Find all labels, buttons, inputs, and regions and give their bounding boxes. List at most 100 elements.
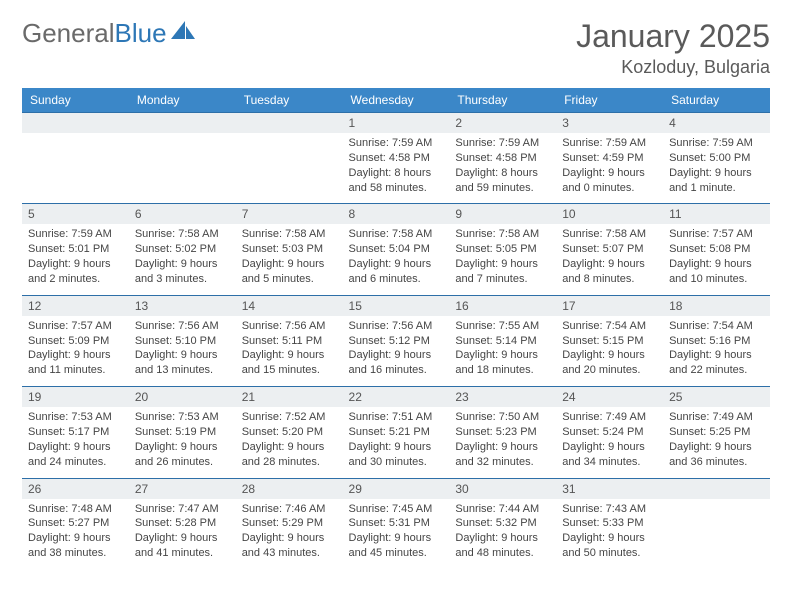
sunrise-line: Sunrise: 7:59 AM (349, 136, 444, 151)
calendar-week-row: 19Sunrise: 7:53 AMSunset: 5:17 PMDayligh… (22, 387, 770, 478)
day-data: Sunrise: 7:50 AMSunset: 5:23 PMDaylight:… (449, 407, 556, 477)
day-data: Sunrise: 7:52 AMSunset: 5:20 PMDaylight:… (236, 407, 343, 477)
daylight-line: Daylight: 9 hours and 10 minutes. (669, 257, 764, 287)
day-data: Sunrise: 7:58 AMSunset: 5:05 PMDaylight:… (449, 224, 556, 294)
day-data: Sunrise: 7:59 AMSunset: 4:59 PMDaylight:… (556, 133, 663, 203)
day-number: 14 (236, 296, 343, 316)
day-data: Sunrise: 7:59 AMSunset: 4:58 PMDaylight:… (343, 133, 450, 203)
day-data-empty (22, 133, 129, 191)
daylight-line: Daylight: 9 hours and 36 minutes. (669, 440, 764, 470)
daylight-line: Daylight: 9 hours and 43 minutes. (242, 531, 337, 561)
sunset-line: Sunset: 5:29 PM (242, 516, 337, 531)
daylight-line: Daylight: 9 hours and 1 minute. (669, 166, 764, 196)
calendar-week-row: 1Sunrise: 7:59 AMSunset: 4:58 PMDaylight… (22, 113, 770, 204)
day-data: Sunrise: 7:51 AMSunset: 5:21 PMDaylight:… (343, 407, 450, 477)
sunset-line: Sunset: 5:23 PM (455, 425, 550, 440)
calendar-cell: 23Sunrise: 7:50 AMSunset: 5:23 PMDayligh… (449, 387, 556, 478)
day-data: Sunrise: 7:55 AMSunset: 5:14 PMDaylight:… (449, 316, 556, 386)
calendar-table: SundayMondayTuesdayWednesdayThursdayFrid… (22, 88, 770, 569)
daylight-line: Daylight: 9 hours and 0 minutes. (562, 166, 657, 196)
sunrise-line: Sunrise: 7:43 AM (562, 502, 657, 517)
sunset-line: Sunset: 5:25 PM (669, 425, 764, 440)
day-data: Sunrise: 7:58 AMSunset: 5:04 PMDaylight:… (343, 224, 450, 294)
sunset-line: Sunset: 5:12 PM (349, 334, 444, 349)
day-number: 26 (22, 479, 129, 499)
sunset-line: Sunset: 5:03 PM (242, 242, 337, 257)
calendar-cell (236, 113, 343, 204)
day-number: 18 (663, 296, 770, 316)
sunset-line: Sunset: 5:04 PM (349, 242, 444, 257)
day-number: 7 (236, 204, 343, 224)
day-number: 9 (449, 204, 556, 224)
day-data: Sunrise: 7:44 AMSunset: 5:32 PMDaylight:… (449, 499, 556, 569)
day-number: 25 (663, 387, 770, 407)
sunset-line: Sunset: 5:33 PM (562, 516, 657, 531)
calendar-cell: 3Sunrise: 7:59 AMSunset: 4:59 PMDaylight… (556, 113, 663, 204)
day-data-empty (236, 133, 343, 191)
day-data: Sunrise: 7:53 AMSunset: 5:17 PMDaylight:… (22, 407, 129, 477)
calendar-cell: 2Sunrise: 7:59 AMSunset: 4:58 PMDaylight… (449, 113, 556, 204)
calendar-body: 1Sunrise: 7:59 AMSunset: 4:58 PMDaylight… (22, 113, 770, 569)
logo: GeneralBlue (22, 18, 197, 49)
daylight-line: Daylight: 9 hours and 11 minutes. (28, 348, 123, 378)
daylight-line: Daylight: 9 hours and 32 minutes. (455, 440, 550, 470)
day-data: Sunrise: 7:59 AMSunset: 4:58 PMDaylight:… (449, 133, 556, 203)
daylight-line: Daylight: 9 hours and 15 minutes. (242, 348, 337, 378)
sunrise-line: Sunrise: 7:58 AM (455, 227, 550, 242)
daylight-line: Daylight: 9 hours and 48 minutes. (455, 531, 550, 561)
sunset-line: Sunset: 5:21 PM (349, 425, 444, 440)
calendar-cell: 7Sunrise: 7:58 AMSunset: 5:03 PMDaylight… (236, 204, 343, 295)
sunset-line: Sunset: 5:11 PM (242, 334, 337, 349)
daylight-line: Daylight: 9 hours and 30 minutes. (349, 440, 444, 470)
day-number: 19 (22, 387, 129, 407)
daylight-line: Daylight: 9 hours and 13 minutes. (135, 348, 230, 378)
day-number: 10 (556, 204, 663, 224)
daylight-line: Daylight: 9 hours and 2 minutes. (28, 257, 123, 287)
sunset-line: Sunset: 4:59 PM (562, 151, 657, 166)
daylight-line: Daylight: 9 hours and 6 minutes. (349, 257, 444, 287)
calendar-cell (22, 113, 129, 204)
sunrise-line: Sunrise: 7:49 AM (562, 410, 657, 425)
day-header: Saturday (663, 88, 770, 113)
day-header: Tuesday (236, 88, 343, 113)
sunrise-line: Sunrise: 7:54 AM (562, 319, 657, 334)
sunrise-line: Sunrise: 7:50 AM (455, 410, 550, 425)
day-data: Sunrise: 7:59 AMSunset: 5:00 PMDaylight:… (663, 133, 770, 203)
day-number: 2 (449, 113, 556, 133)
sunset-line: Sunset: 5:28 PM (135, 516, 230, 531)
sunset-line: Sunset: 5:27 PM (28, 516, 123, 531)
daylight-line: Daylight: 9 hours and 45 minutes. (349, 531, 444, 561)
calendar-cell: 28Sunrise: 7:46 AMSunset: 5:29 PMDayligh… (236, 478, 343, 569)
sunrise-line: Sunrise: 7:59 AM (562, 136, 657, 151)
day-data: Sunrise: 7:59 AMSunset: 5:01 PMDaylight:… (22, 224, 129, 294)
sunset-line: Sunset: 5:31 PM (349, 516, 444, 531)
day-number: 22 (343, 387, 450, 407)
calendar-cell (129, 113, 236, 204)
daylight-line: Daylight: 9 hours and 20 minutes. (562, 348, 657, 378)
daylight-line: Daylight: 8 hours and 59 minutes. (455, 166, 550, 196)
day-data: Sunrise: 7:49 AMSunset: 5:25 PMDaylight:… (663, 407, 770, 477)
day-number: 29 (343, 479, 450, 499)
logo-text-gray: General (22, 18, 115, 48)
sunset-line: Sunset: 5:17 PM (28, 425, 123, 440)
daylight-line: Daylight: 9 hours and 5 minutes. (242, 257, 337, 287)
calendar-cell: 13Sunrise: 7:56 AMSunset: 5:10 PMDayligh… (129, 295, 236, 386)
day-number-empty (236, 113, 343, 133)
calendar-cell: 16Sunrise: 7:55 AMSunset: 5:14 PMDayligh… (449, 295, 556, 386)
logo-text-blue: Blue (115, 18, 167, 48)
sail-icon (171, 21, 197, 48)
day-header: Thursday (449, 88, 556, 113)
sunrise-line: Sunrise: 7:59 AM (28, 227, 123, 242)
day-data-empty (663, 499, 770, 557)
sunset-line: Sunset: 4:58 PM (349, 151, 444, 166)
day-header: Monday (129, 88, 236, 113)
day-number: 3 (556, 113, 663, 133)
calendar-cell: 9Sunrise: 7:58 AMSunset: 5:05 PMDaylight… (449, 204, 556, 295)
day-number: 23 (449, 387, 556, 407)
sunrise-line: Sunrise: 7:54 AM (669, 319, 764, 334)
calendar-cell: 22Sunrise: 7:51 AMSunset: 5:21 PMDayligh… (343, 387, 450, 478)
day-number: 24 (556, 387, 663, 407)
day-data: Sunrise: 7:46 AMSunset: 5:29 PMDaylight:… (236, 499, 343, 569)
sunrise-line: Sunrise: 7:51 AM (349, 410, 444, 425)
day-number-empty (663, 479, 770, 499)
